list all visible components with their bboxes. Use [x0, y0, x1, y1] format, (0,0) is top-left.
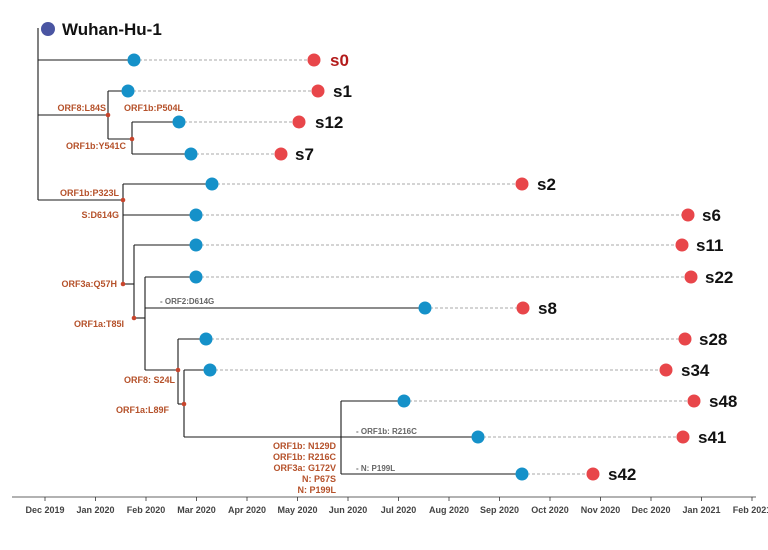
- mutation-label-orf1b-r216c: - ORF1b: R216C: [356, 427, 417, 436]
- sample-label-s11: s11: [696, 236, 723, 255]
- sample-label-s22: s22: [705, 268, 733, 287]
- sample-node-s7: [274, 147, 288, 161]
- axis-tick-label: Oct 2020: [531, 505, 569, 515]
- sample-label-s0: s0: [330, 51, 349, 70]
- root-node-dot: [41, 22, 55, 36]
- sample-node-s28: [678, 332, 692, 346]
- sample-node-s48: [687, 394, 701, 408]
- sample-label-s1: s1: [333, 82, 352, 101]
- inferred-node: [189, 238, 203, 252]
- sample-label-s48: s48: [709, 392, 737, 411]
- mutation-dot: [175, 367, 181, 373]
- axis-tick-label: Aug 2020: [429, 505, 469, 515]
- mutation-label-s-d614g: S:D614G: [81, 210, 119, 220]
- root-node: Wuhan-Hu-1: [41, 20, 162, 39]
- sample-label-s41: s41: [698, 428, 726, 447]
- axis-tick-label: Feb 2021: [733, 505, 768, 515]
- sample-node-s1: [311, 84, 325, 98]
- mutation-label-combo-4: N: P67S: [302, 474, 336, 484]
- tree-branches: [37, 28, 522, 475]
- inferred-node: [172, 115, 186, 129]
- inferred-node: [189, 270, 203, 284]
- axis-tick-label: Dec 2019: [25, 505, 64, 515]
- axis-tick-label: Mar 2020: [177, 505, 216, 515]
- inferred-node: [184, 147, 198, 161]
- axis-tick-label: Jul 2020: [381, 505, 417, 515]
- mutation-label-orf1a-t85i: ORF1a:T85I: [74, 319, 124, 329]
- sample-node-s22: [684, 270, 698, 284]
- axis-tick-label: May 2020: [277, 505, 317, 515]
- axis-tick-label: Jan 2020: [76, 505, 114, 515]
- mutation-label-orf1a-l89f: ORF1a:L89F: [116, 405, 170, 415]
- mutation-dot: [120, 281, 126, 287]
- mutation-label-orf1b-y541c: ORF1b:Y541C: [66, 141, 127, 151]
- sample-node-s34: [659, 363, 673, 377]
- inferred-node: [189, 208, 203, 222]
- axis-tick-label: Dec 2020: [631, 505, 670, 515]
- sample-tips: s0 s1 s12 s7 s2 s6 s11 s22 s8 s28 s34 s4…: [274, 51, 737, 484]
- mutation-label-orf3a-q57h: ORF3a:Q57H: [61, 279, 117, 289]
- inferred-nodes: [121, 53, 529, 481]
- sample-label-s12: s12: [315, 113, 343, 132]
- inferred-node: [205, 177, 219, 191]
- inferred-node: [397, 394, 411, 408]
- sample-node-s2: [515, 177, 529, 191]
- inferred-node: [121, 84, 135, 98]
- inferred-node: [199, 332, 213, 346]
- sample-node-s12: [292, 115, 306, 129]
- mutation-dot: [120, 197, 126, 203]
- axis-tick-label: Jun 2020: [329, 505, 368, 515]
- axis-tick-label: Jan 2021: [682, 505, 720, 515]
- sample-label-s42: s42: [608, 465, 636, 484]
- inferred-node: [418, 301, 432, 315]
- axis-tick-label: Feb 2020: [127, 505, 166, 515]
- sample-label-s28: s28: [699, 330, 727, 349]
- axis-tick-label: Apr 2020: [228, 505, 266, 515]
- sample-node-s6: [681, 208, 695, 222]
- mutation-label-orf1b-p504l: ORF1b:P504L: [124, 103, 184, 113]
- sample-node-s41: [676, 430, 690, 444]
- time-axis: Dec 2019 Jan 2020 Feb 2020 Mar 2020 Apr 2020…: [12, 496, 768, 515]
- sample-label-s2: s2: [537, 175, 556, 194]
- inferred-node: [127, 53, 141, 67]
- mutation-label-orf8-s24l: ORF8: S24L: [124, 375, 176, 385]
- mutation-dot: [181, 401, 187, 407]
- mutation-label-orf1b-p323l: ORF1b:P323L: [60, 188, 120, 198]
- axis-tick-label: Nov 2020: [581, 505, 621, 515]
- sample-node-s8: [516, 301, 530, 315]
- tip-connectors: [128, 59, 694, 475]
- sample-label-s34: s34: [681, 361, 710, 380]
- mutation-label-combo-5: N: P199L: [297, 485, 336, 495]
- sample-label-s7: s7: [295, 145, 314, 164]
- inferred-node: [471, 430, 485, 444]
- sample-node-s0: [307, 53, 321, 67]
- inferred-node: [203, 363, 217, 377]
- mutation-labels: ORF8:L84S ORF1b:P504L ORF1b:Y541C ORF1b:…: [57, 103, 417, 495]
- root-label: Wuhan-Hu-1: [62, 20, 162, 39]
- mutation-dot: [131, 315, 137, 321]
- mutation-markers: [105, 112, 187, 407]
- mutation-label-combo-1: ORF1b: N129D: [273, 441, 337, 451]
- mutation-label-orf8-l84s: ORF8:L84S: [57, 103, 106, 113]
- axis-tick-label: Sep 2020: [480, 505, 519, 515]
- mutation-label-combo-3: ORF3a: G172V: [273, 463, 336, 473]
- mutation-label-orf2-d614g: - ORF2:D614G: [160, 297, 214, 306]
- mutation-label-n-p199l: - N: P199L: [356, 464, 395, 473]
- inferred-node: [515, 467, 529, 481]
- sample-node-s42: [586, 467, 600, 481]
- mutation-label-combo-2: ORF1b: R216C: [273, 452, 337, 462]
- mutation-dot: [105, 112, 111, 118]
- sample-label-s8: s8: [538, 299, 557, 318]
- mutation-dot: [129, 136, 135, 142]
- sample-label-s6: s6: [702, 206, 721, 225]
- sample-node-s11: [675, 238, 689, 252]
